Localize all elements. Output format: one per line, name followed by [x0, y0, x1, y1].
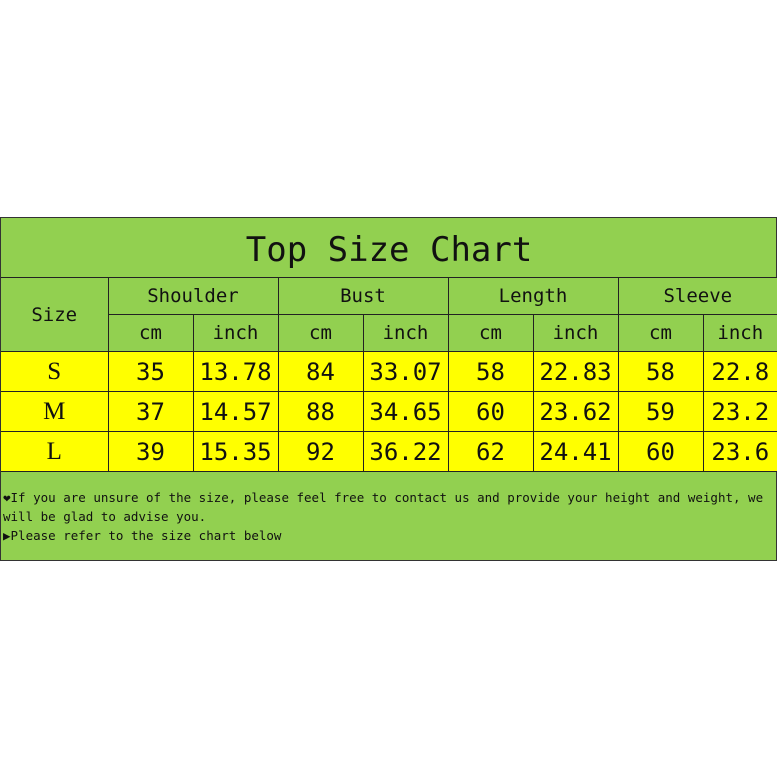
- value-cell: 34.65: [362, 391, 449, 432]
- size-chart: Top Size Chart Size Shoulder Bust Length…: [0, 217, 777, 561]
- group-header-length: Length: [447, 277, 619, 315]
- value-cell: 88: [277, 391, 364, 432]
- note-text: If you are unsure of the size, please fe…: [3, 490, 764, 524]
- group-header-bust: Bust: [277, 277, 449, 315]
- table-row: M 37 14.57 88 34.65 60 23.62 59 23.2: [1, 391, 777, 432]
- value-cell: 23.62: [532, 391, 619, 432]
- value-cell: 92: [277, 431, 364, 472]
- heart-icon: ❤: [3, 490, 11, 505]
- value-cell: 22.8: [702, 351, 777, 392]
- size-table: Top Size Chart Size Shoulder Bust Length…: [1, 218, 777, 472]
- value-cell: 23.6: [702, 431, 777, 472]
- note-line: ▶Please refer to the size chart below: [3, 526, 773, 545]
- value-cell: 58: [447, 351, 534, 392]
- group-header-shoulder: Shoulder: [107, 277, 279, 315]
- unit-header: cm: [277, 314, 364, 352]
- value-cell: 33.07: [362, 351, 449, 392]
- group-header-sleeve: Sleeve: [617, 277, 777, 315]
- value-cell: 35: [107, 351, 194, 392]
- value-cell: 37: [107, 391, 194, 432]
- unit-header: cm: [108, 314, 194, 352]
- value-cell: 15.35: [192, 431, 279, 472]
- table-row: S 35 13.78 84 33.07 58 22.83 58 22.8: [1, 351, 777, 392]
- value-cell: 13.78: [192, 351, 279, 392]
- size-header: Size: [1, 277, 109, 352]
- triangle-right-icon: ▶: [3, 528, 11, 543]
- unit-header: inch: [192, 314, 279, 352]
- value-cell: 14.57: [192, 391, 279, 432]
- value-cell: 62: [447, 431, 534, 472]
- value-cell: 22.83: [532, 351, 619, 392]
- size-cell: M: [1, 391, 109, 432]
- value-cell: 59: [617, 391, 704, 432]
- unit-header: inch: [702, 314, 777, 352]
- value-cell: 23.2: [702, 391, 777, 432]
- chart-title: Top Size Chart: [1, 218, 777, 278]
- note-text: Please refer to the size chart below: [10, 528, 282, 543]
- unit-header: inch: [532, 314, 619, 352]
- value-cell: 39: [107, 431, 194, 472]
- note-line: ❤If you are unsure of the size, please f…: [3, 488, 773, 526]
- unit-header: inch: [362, 314, 449, 352]
- table-row: L 39 15.35 92 36.22 62 24.41 60 23.6: [1, 431, 777, 472]
- value-cell: 60: [447, 391, 534, 432]
- notes: ❤If you are unsure of the size, please f…: [3, 488, 773, 545]
- value-cell: 36.22: [362, 431, 449, 472]
- value-cell: 60: [617, 431, 704, 472]
- size-cell: L: [1, 431, 109, 472]
- value-cell: 58: [617, 351, 704, 392]
- value-cell: 84: [277, 351, 364, 392]
- value-cell: 24.41: [532, 431, 619, 472]
- size-cell: S: [1, 351, 109, 392]
- unit-header: cm: [617, 314, 704, 352]
- unit-header: cm: [447, 314, 534, 352]
